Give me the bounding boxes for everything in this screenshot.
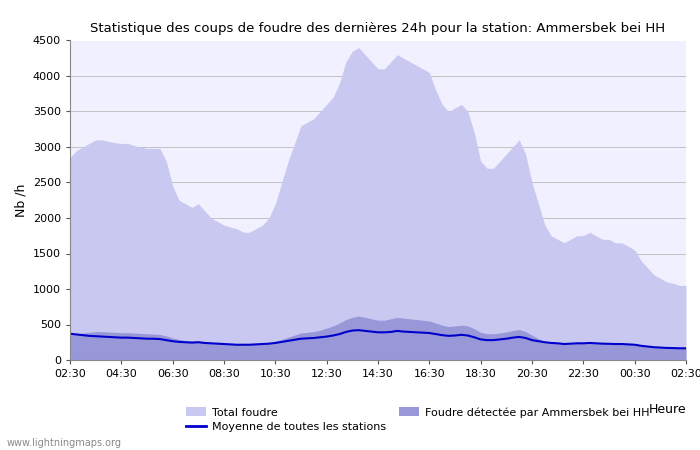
Title: Statistique des coups de foudre des dernières 24h pour la station: Ammersbek bei: Statistique des coups de foudre des dern…	[90, 22, 666, 35]
Y-axis label: Nb /h: Nb /h	[14, 184, 27, 217]
Text: www.lightningmaps.org: www.lightningmaps.org	[7, 438, 122, 448]
Legend: Total foudre, Moyenne de toutes les stations, Foudre détectée par Ammersbek bei : Total foudre, Moyenne de toutes les stat…	[186, 407, 650, 432]
Text: Heure: Heure	[648, 403, 686, 416]
